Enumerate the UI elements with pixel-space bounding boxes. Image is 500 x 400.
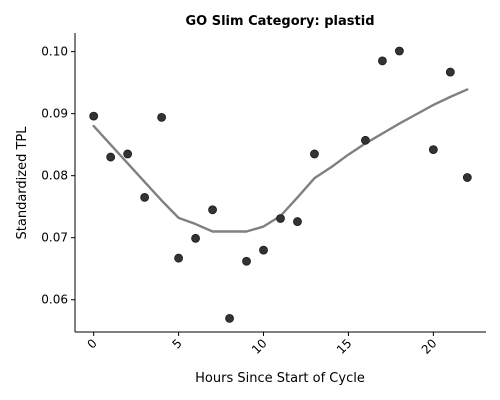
data-point: [89, 111, 99, 121]
data-points-layer: [89, 46, 472, 323]
data-point: [445, 67, 455, 77]
data-point: [361, 135, 370, 145]
y-tick-label: 0.06: [41, 293, 68, 307]
y-tick-label: 0.07: [41, 231, 68, 245]
data-point: [140, 192, 150, 202]
data-point: [106, 152, 116, 162]
data-point: [259, 245, 268, 255]
data-point: [123, 149, 133, 159]
data-point: [242, 256, 251, 266]
data-point: [394, 46, 404, 56]
data-point: [157, 112, 167, 122]
data-point: [428, 145, 438, 155]
data-point: [310, 149, 319, 159]
data-point: [191, 233, 200, 243]
y-axis-ticks: 0.06 0.07 0.08 0.09 0.10: [41, 45, 75, 307]
data-point: [462, 173, 472, 182]
x-tick-label: 20: [419, 336, 440, 357]
data-point: [377, 56, 387, 66]
x-axis-label: Hours Since Start of Cycle: [195, 371, 365, 386]
plot-area: [89, 46, 472, 323]
data-point: [276, 214, 285, 223]
data-point: [208, 205, 217, 215]
x-tick-label: 10: [249, 336, 270, 357]
y-tick-label: 0.09: [41, 107, 68, 121]
x-axis-ticks: 0 5 10 15 20: [85, 332, 440, 357]
trend-line-layer: [92, 88, 469, 233]
chart-title: GO Slim Category: plastid: [185, 14, 374, 29]
x-tick-label: 0: [85, 336, 100, 351]
y-tick-label: 0.10: [41, 45, 68, 59]
y-tick-label: 0.08: [41, 169, 68, 183]
trend-line: [92, 88, 469, 233]
data-point: [293, 217, 302, 226]
x-tick-label: 5: [169, 336, 184, 351]
x-tick-label: 15: [334, 336, 355, 357]
y-axis-label: Standardized TPL: [15, 126, 30, 240]
data-point: [174, 253, 184, 263]
data-point: [225, 313, 234, 323]
